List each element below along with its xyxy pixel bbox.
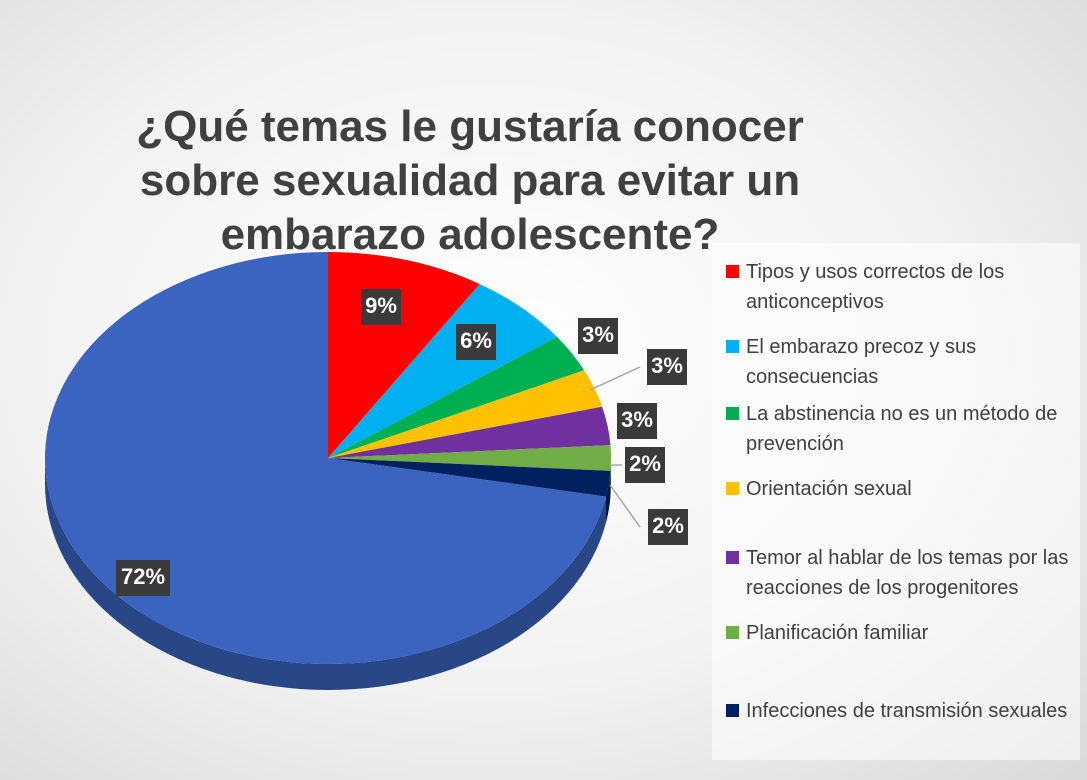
legend-swatch xyxy=(726,704,739,717)
slice xyxy=(328,284,557,458)
legend-entry: Temor al hablar de los temas por las rea… xyxy=(726,543,1076,603)
legend-label: Planificación familiar xyxy=(746,622,929,644)
legend: Tipos y usos correctos de los anticoncep… xyxy=(712,243,1080,760)
data-label-box xyxy=(361,289,401,325)
data-label-box xyxy=(647,349,687,385)
data-label: 3% xyxy=(651,353,683,378)
data-label-box xyxy=(578,318,618,354)
data-label-box xyxy=(617,403,657,439)
data-label: 72% xyxy=(121,564,165,589)
legend-label: La abstinencia no es un método de preven… xyxy=(746,403,1058,455)
data-label: 2% xyxy=(629,451,661,476)
slice xyxy=(328,370,603,458)
legend-label: Tipos y usos correctos de los anticoncep… xyxy=(746,261,1005,313)
leader-line xyxy=(589,366,641,391)
legend-entry: El embarazo precoz y sus consecuencias xyxy=(726,332,1076,392)
legend-entry: La abstinencia no es un método de preven… xyxy=(726,399,1076,459)
legend-entry: Orientación sexual xyxy=(726,474,1076,504)
slice-side xyxy=(605,470,611,523)
legend-swatch xyxy=(726,340,739,353)
data-label: 3% xyxy=(621,407,653,432)
legend-swatch xyxy=(726,551,739,564)
legend-swatch xyxy=(726,407,739,420)
slice xyxy=(328,445,612,471)
legend-label: Temor al hablar de los temas por las rea… xyxy=(746,547,1069,599)
data-label-box xyxy=(116,560,170,596)
data-label-box xyxy=(648,509,688,545)
chart-title: ¿Qué temas le gustaría conocer sobre sex… xyxy=(136,102,804,259)
legend-label: Infecciones de transmisión sexuales xyxy=(746,700,1068,722)
data-label: 6% xyxy=(460,328,492,353)
slice xyxy=(328,458,611,497)
slice xyxy=(328,336,585,458)
legend-entry: Planificación familiar xyxy=(726,618,1076,648)
legend-entry: Tipos y usos correctos de los anticoncep… xyxy=(726,257,1076,317)
legend-label: Orientación sexual xyxy=(746,478,912,500)
data-label-box xyxy=(625,447,665,483)
legend-swatch xyxy=(726,626,739,639)
data-label-box xyxy=(456,324,496,360)
legend-swatch xyxy=(726,482,739,495)
legend-entry: Infecciones de transmisión sexuales xyxy=(726,696,1076,726)
data-label: 9% xyxy=(365,293,397,318)
data-label: 3% xyxy=(582,322,614,347)
slice xyxy=(328,406,611,458)
legend-swatch xyxy=(726,265,739,278)
data-label: 2% xyxy=(652,513,684,538)
leader-line xyxy=(609,484,641,528)
legend-label: El embarazo precoz y sus consecuencias xyxy=(746,336,977,388)
slice xyxy=(45,252,606,664)
